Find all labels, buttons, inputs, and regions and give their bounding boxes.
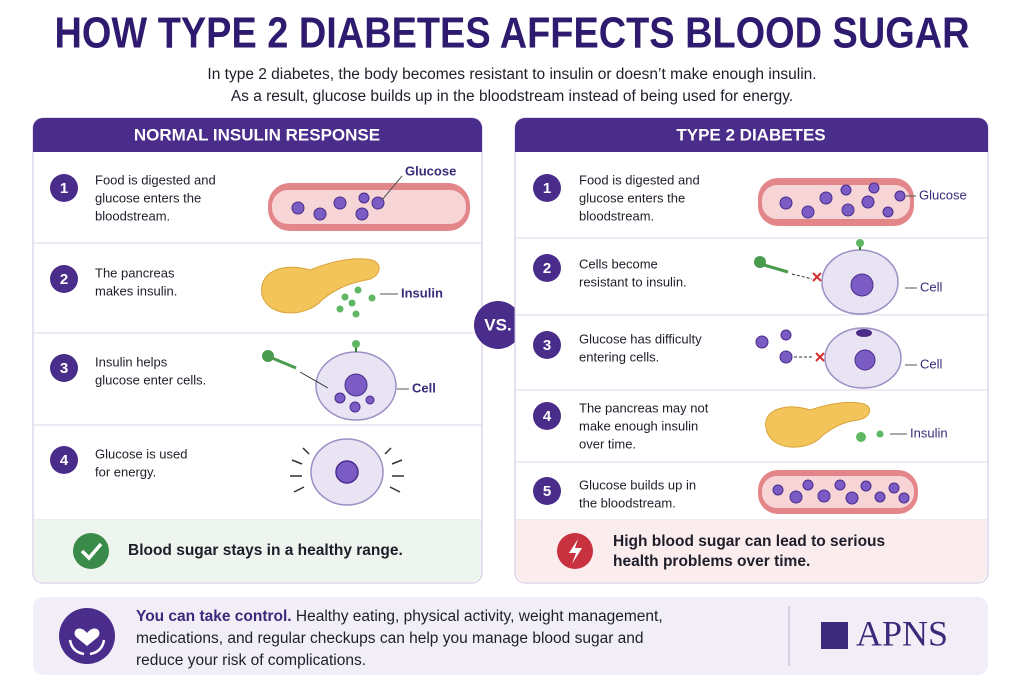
step-text: entering cells. bbox=[579, 349, 659, 364]
normal-panel: NORMAL INSULIN RESPONSE 1 Food is digest… bbox=[32, 117, 483, 584]
panel-title: TYPE 2 DIABETES bbox=[676, 125, 825, 144]
step-text: Insulin helps bbox=[95, 354, 168, 369]
footer-line: Healthy eating, physical activity, weigh… bbox=[292, 608, 663, 625]
brand: APNS bbox=[856, 613, 948, 653]
illustration-label: Insulin bbox=[910, 425, 948, 440]
footer-lead: You can take control. bbox=[136, 608, 292, 625]
step-number: 3 bbox=[543, 337, 551, 354]
subtitle: As a result, glucose builds up in the bl… bbox=[231, 88, 793, 105]
illustration-label: Cell bbox=[920, 279, 943, 294]
pancreas-illustration bbox=[261, 258, 398, 318]
illustration-label: Cell bbox=[412, 380, 436, 395]
step-text: Glucose builds up in bbox=[579, 477, 696, 492]
vs-badge bbox=[474, 301, 522, 349]
vessel-illustration bbox=[758, 470, 918, 514]
pancreas-illustration bbox=[765, 401, 907, 448]
footer: You can take control. Healthy eating, ph… bbox=[33, 597, 988, 675]
energy-cell-illustration bbox=[290, 438, 404, 506]
step-number: 2 bbox=[60, 271, 68, 288]
footer-line: medications, and regular checkups can he… bbox=[136, 630, 644, 647]
result-text: health problems over time. bbox=[613, 553, 810, 570]
step-number: 4 bbox=[60, 452, 69, 469]
result-text: High blood sugar can lead to serious bbox=[613, 533, 885, 550]
step-text: bloodstream. bbox=[579, 208, 654, 223]
illustration-label: Glucose bbox=[919, 187, 967, 202]
step-text: glucose enter cells. bbox=[95, 372, 206, 387]
vessel-illustration bbox=[268, 175, 470, 231]
subtitle: In type 2 diabetes, the body becomes res… bbox=[207, 66, 816, 83]
resistant-cell-illustration bbox=[754, 239, 917, 315]
step-number: 3 bbox=[60, 360, 68, 377]
step-number: 1 bbox=[543, 180, 551, 197]
vessel-illustration bbox=[758, 178, 916, 226]
step-text: Food is digested and bbox=[579, 172, 700, 187]
step-text: Food is digested and bbox=[95, 172, 216, 187]
step-text: makes insulin. bbox=[95, 283, 177, 298]
step-number: 4 bbox=[543, 408, 552, 425]
step-text: the bloodstream. bbox=[579, 495, 676, 510]
step-text: Cells become bbox=[579, 256, 658, 271]
step-number: 2 bbox=[543, 260, 551, 277]
illustration-label: Cell bbox=[920, 356, 943, 371]
step-text: The pancreas bbox=[95, 265, 175, 280]
vs-text: VS. bbox=[484, 315, 511, 334]
step-text: Glucose is used bbox=[95, 446, 188, 461]
step-text: The pancreas may not bbox=[579, 400, 709, 415]
step-text: bloodstream. bbox=[95, 208, 170, 223]
step-text: Glucose has difficulty bbox=[579, 331, 702, 346]
blocked-cell-illustration bbox=[755, 327, 917, 389]
step-text: glucose enters the bbox=[579, 190, 685, 205]
step-text: make enough insulin bbox=[579, 418, 698, 433]
step-text: resistant to insulin. bbox=[579, 274, 687, 289]
illustration-label: Insulin bbox=[401, 285, 443, 300]
cell-illustration bbox=[262, 340, 409, 421]
panel-title: NORMAL INSULIN RESPONSE bbox=[134, 125, 380, 144]
step-number: 1 bbox=[60, 180, 68, 197]
step-text: over time. bbox=[579, 436, 636, 451]
step-text: glucose enters the bbox=[95, 190, 201, 205]
footer-line: reduce your risk of complications. bbox=[136, 652, 366, 669]
title: HOW TYPE 2 DIABETES AFFECTS BLOOD SUGAR bbox=[55, 9, 970, 58]
step-number: 5 bbox=[543, 483, 551, 500]
result-text: Blood sugar stays in a healthy range. bbox=[128, 542, 403, 559]
diabetes-panel: TYPE 2 DIABETES 1 Food is digested and g… bbox=[514, 117, 989, 584]
footer-text: You can take control. Healthy eating, ph… bbox=[136, 608, 663, 625]
illustration-label: Glucose bbox=[405, 163, 456, 178]
step-text: for energy. bbox=[95, 464, 156, 479]
